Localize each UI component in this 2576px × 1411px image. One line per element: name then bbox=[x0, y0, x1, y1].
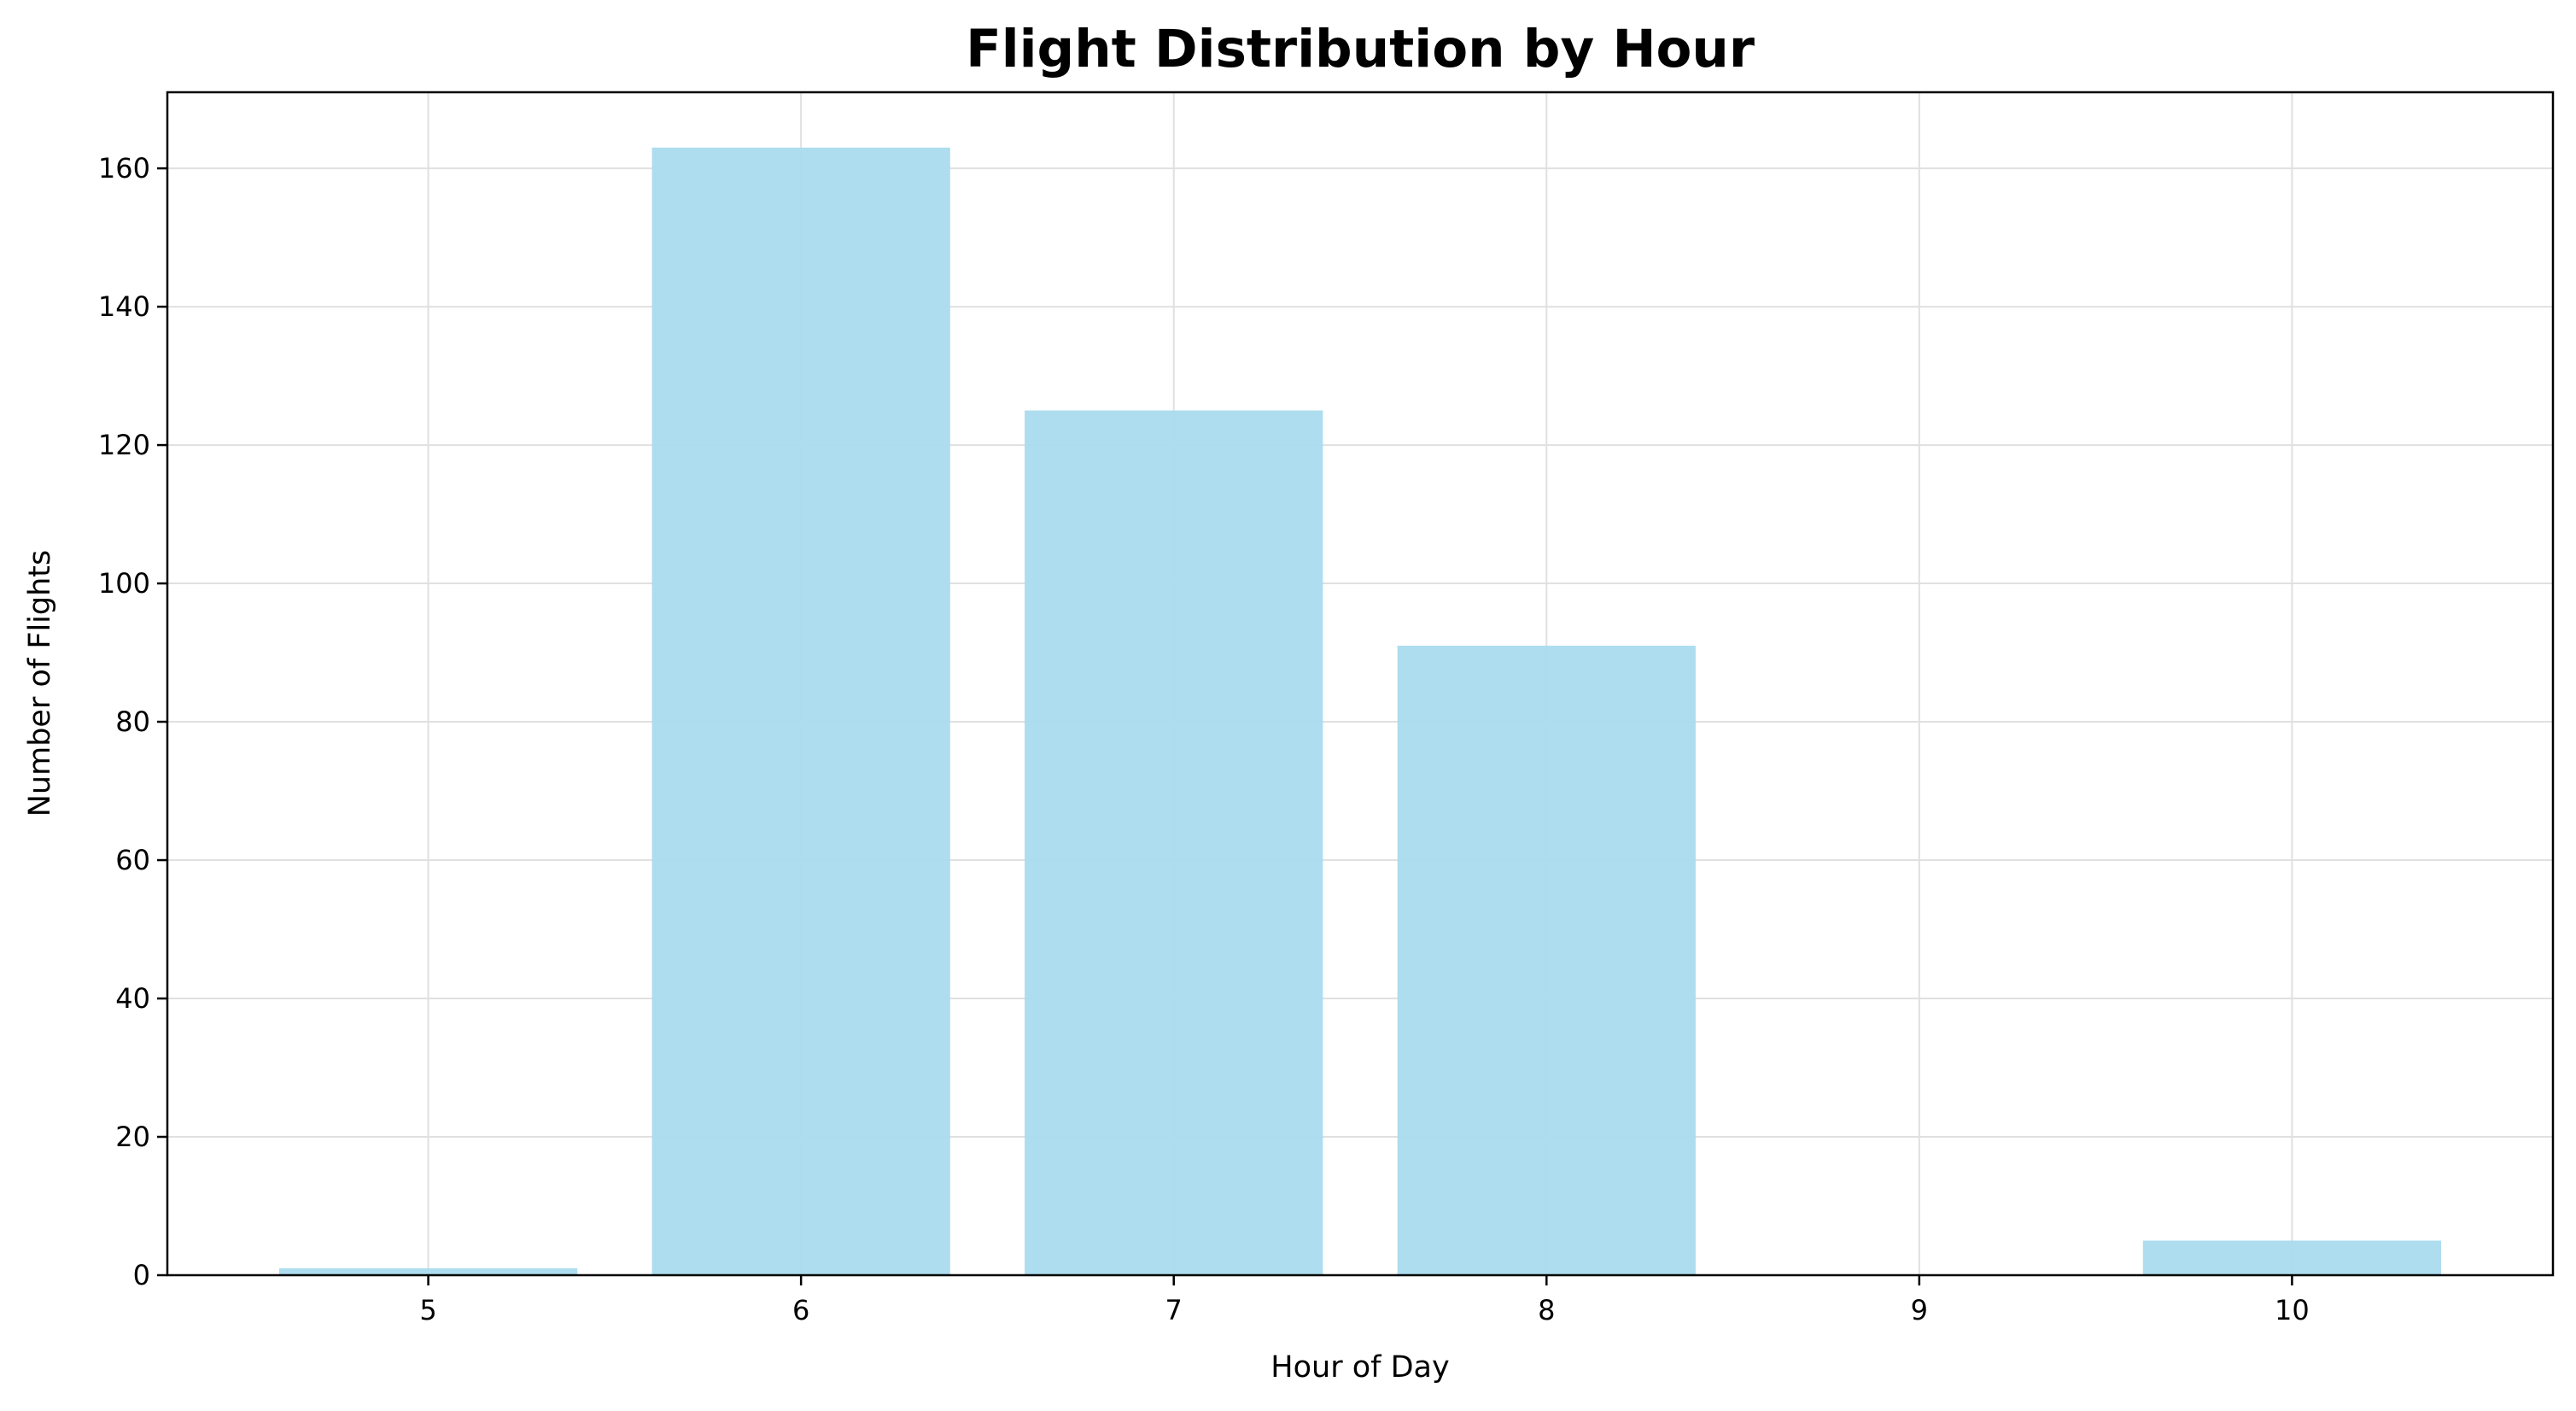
grid-lines bbox=[167, 92, 2553, 1276]
x-axis-ticks: 5 6 7 8 9 10 bbox=[419, 1275, 2310, 1326]
bar-hour-5 bbox=[278, 1268, 578, 1275]
bar-hour-8 bbox=[1397, 645, 1696, 1275]
x-tick-label: 10 bbox=[2275, 1294, 2310, 1326]
y-tick-label: 100 bbox=[98, 567, 150, 600]
x-tick-label: 8 bbox=[1538, 1294, 1555, 1326]
x-tick-label: 9 bbox=[1911, 1294, 1928, 1326]
y-tick-label: 120 bbox=[98, 429, 150, 461]
x-tick-label: 7 bbox=[1165, 1294, 1183, 1326]
plot-frame bbox=[166, 91, 2555, 1277]
y-tick-label: 140 bbox=[98, 290, 150, 323]
y-tick-label: 40 bbox=[115, 982, 150, 1015]
bars bbox=[278, 147, 2442, 1276]
bar-hour-6 bbox=[651, 147, 950, 1276]
y-tick-label: 160 bbox=[98, 152, 150, 184]
y-axis-ticks: 0 20 40 60 80 100 120 140 160 bbox=[98, 152, 167, 1291]
x-tick-label: 6 bbox=[792, 1294, 809, 1326]
chart-title: Flight Distribution by Hour bbox=[966, 19, 1755, 79]
y-tick-label: 80 bbox=[115, 706, 150, 738]
x-axis-label: Hour of Day bbox=[1270, 1350, 1449, 1385]
bar-hour-10 bbox=[2142, 1240, 2442, 1275]
y-tick-label: 0 bbox=[133, 1259, 150, 1291]
y-tick-label: 20 bbox=[115, 1121, 150, 1153]
x-tick-label: 5 bbox=[419, 1294, 436, 1326]
y-tick-label: 60 bbox=[115, 844, 150, 876]
y-axis-label: Number of Flights bbox=[23, 550, 57, 817]
bar-hour-7 bbox=[1025, 410, 1323, 1275]
